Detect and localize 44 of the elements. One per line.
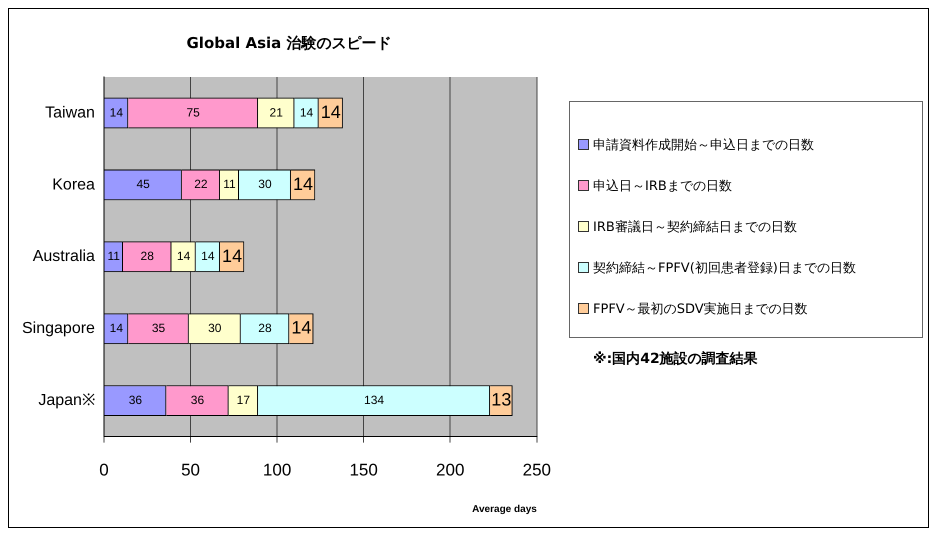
data-label: 14: [300, 105, 314, 120]
data-label: 22: [194, 177, 208, 192]
x-tick-label: 0: [99, 460, 109, 480]
chart-title: Global Asia 治験のスピード: [186, 34, 392, 52]
data-label: 134: [364, 392, 384, 407]
legend-label: 契約締結～FPFV(初回患者登録)日までの日数: [593, 260, 856, 276]
text: ※:国内42施設の調査結果: [593, 350, 759, 368]
data-label: 75: [186, 105, 200, 120]
legend-label: IRB審議日～契約締結日までの日数: [593, 218, 797, 236]
y-tick-label: Australia: [32, 248, 96, 266]
x-axis-title: Average days: [472, 504, 538, 515]
x-tick-label: 250: [522, 460, 552, 480]
data-label: 14: [320, 102, 341, 122]
data-label: 28: [258, 321, 272, 336]
x-tick-label: 150: [349, 460, 378, 480]
data-label: 13: [491, 390, 512, 410]
y-tick-label: Taiwan: [45, 104, 95, 122]
y-tick-label: Japan※: [38, 392, 95, 410]
data-label: 14: [293, 174, 314, 194]
data-label: 35: [152, 321, 166, 336]
y-tick-label: Korea: [52, 176, 96, 194]
data-label: 30: [258, 177, 272, 192]
data-label: 14: [222, 246, 242, 266]
data-label: 14: [291, 318, 312, 338]
data-label: 14: [201, 249, 215, 264]
data-label: 14: [176, 249, 191, 264]
data-label: 28: [140, 249, 154, 264]
x-tick-label: 50: [181, 460, 200, 480]
legend-label: 申込日～IRBまでの日数: [593, 178, 732, 194]
data-label: 14: [110, 321, 124, 336]
data-label: 36: [190, 392, 204, 407]
legend-label: FPFV～最初のSDV実施日までの日数: [593, 300, 808, 318]
data-label: 11: [107, 249, 120, 264]
data-label: 21: [270, 105, 284, 120]
x-tick-label: 100: [262, 460, 292, 480]
data-label: 36: [128, 392, 142, 407]
data-label: 11: [223, 177, 236, 192]
data-label: 45: [136, 177, 150, 192]
legend-label: 申請資料作成開始～申込日までの日数: [593, 136, 814, 154]
data-label: 17: [236, 392, 250, 407]
data-label: 30: [208, 321, 222, 336]
data-label: 14: [110, 105, 124, 120]
x-tick-label: 200: [436, 460, 464, 480]
y-tick-label: Singapore: [22, 320, 96, 338]
